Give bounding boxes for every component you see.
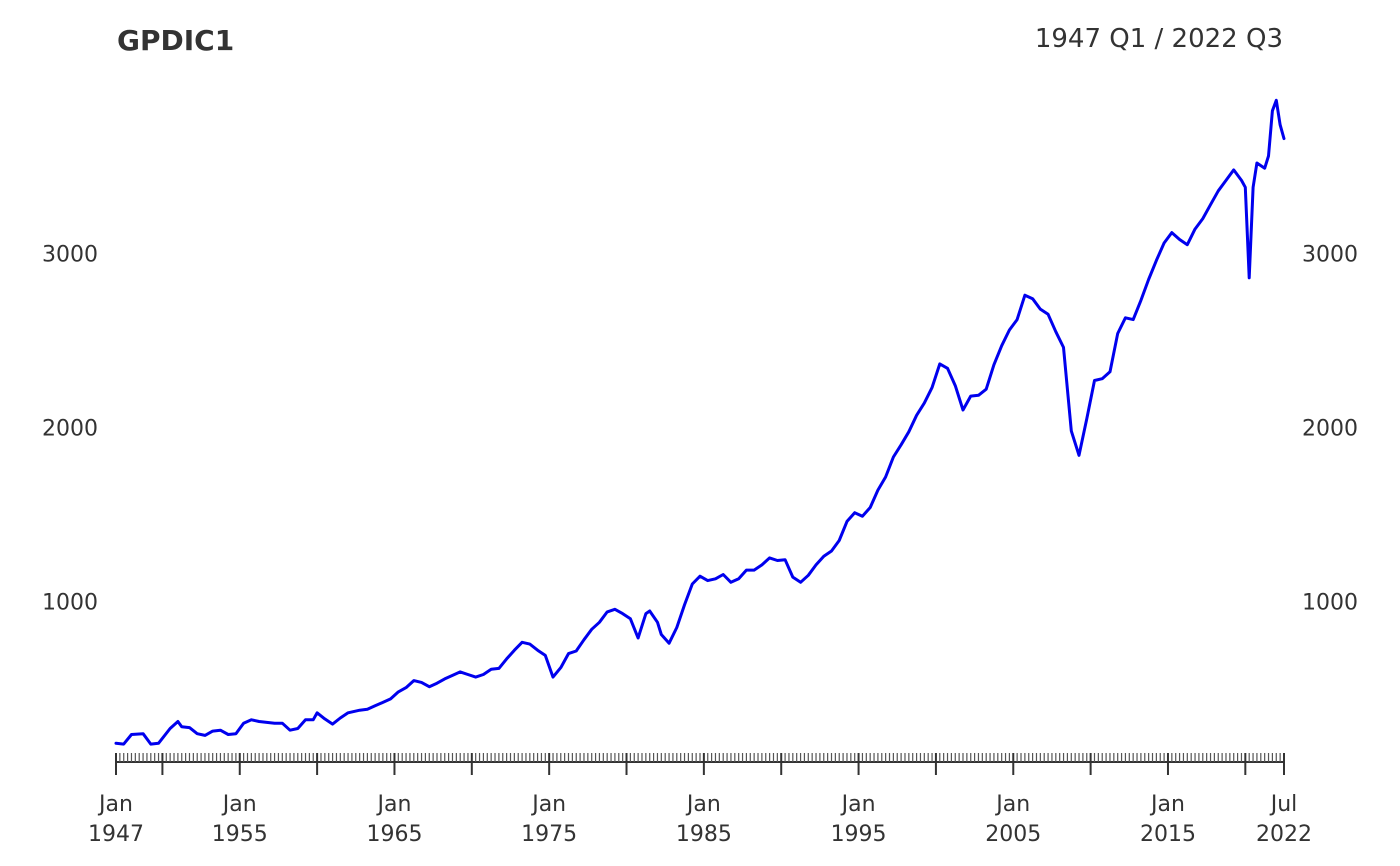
x-tick-label-month: Jul [1269,792,1298,817]
x-tick-label-month: Jan [376,792,412,817]
x-tick-label-month: Jan [221,792,257,817]
x-tick-label-year: 1955 [212,822,268,847]
y-tick-label-right: 3000 [1302,242,1358,267]
x-tick-label-year: 2005 [985,822,1041,847]
y-axis-right: 1000 2000 3000 [1302,242,1358,615]
y-tick-label-right: 2000 [1302,416,1358,441]
x-tick-label-month: Jan [840,792,876,817]
y-axis-left: 1000 2000 3000 [42,242,98,615]
x-tick-label-year: 2022 [1256,822,1312,847]
x-tick-label-year: 1995 [831,822,887,847]
y-tick-label-left: 2000 [42,416,98,441]
x-tick-label-month: Jan [994,792,1030,817]
chart-title: GPDIC1 [117,24,234,57]
y-tick-label-right: 1000 [1302,590,1358,615]
y-tick-label-left: 3000 [42,242,98,267]
series-layer [114,98,1286,746]
x-tick-label-year: 1965 [366,822,422,847]
x-tick-label-year: 1947 [88,822,144,847]
x-tick-label-month: Jan [685,792,721,817]
x-axis: Jan 1947 Jan 1955 Jan 1965 Jan 1975 Jan 1985 Jan 19… [88,753,1312,847]
x-tick-label-year: 1975 [521,822,577,847]
x-tick-label-month: Jan [1149,792,1185,817]
x-tick-label-month: Jan [530,792,566,817]
series-line [114,98,1286,746]
x-tick-label-year: 2015 [1140,822,1196,847]
y-tick-label-left: 1000 [42,590,98,615]
x-tick-label-month: Jan [97,792,133,817]
date-range-label: 1947 Q1 / 2022 Q3 [1035,24,1283,54]
x-tick-label-year: 1985 [676,822,732,847]
